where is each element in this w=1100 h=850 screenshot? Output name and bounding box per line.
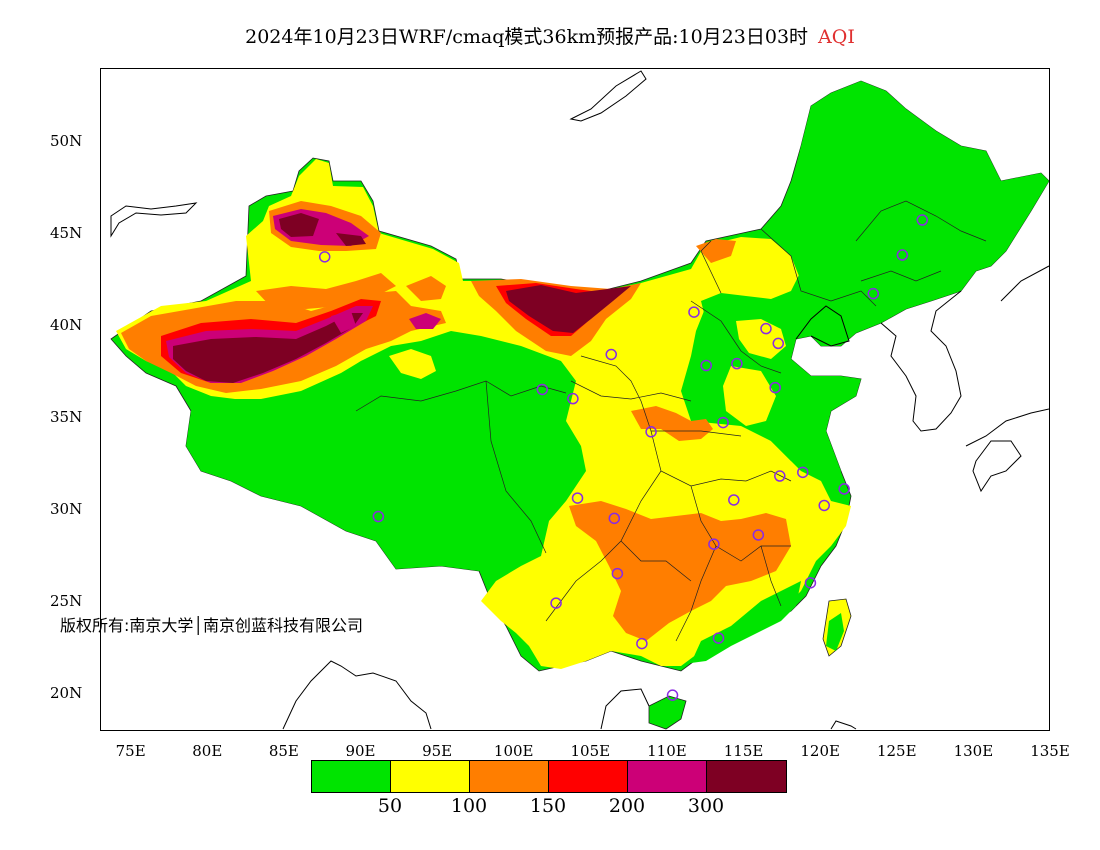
lat-tick-label: 50N bbox=[50, 131, 83, 150]
region-very-unhealthy-hexi bbox=[409, 313, 441, 329]
lake-balkhash bbox=[110, 202, 198, 238]
lon-tick-label: 95E bbox=[422, 742, 453, 760]
lon-tick-label: 120E bbox=[800, 742, 840, 760]
station-marker-beijing bbox=[760, 322, 772, 335]
lon-tick-label: 80E bbox=[192, 742, 223, 760]
lat-tick-label: 30N bbox=[50, 500, 83, 518]
station-marker-chengdu bbox=[571, 492, 584, 504]
station-marker-zhengzhou bbox=[717, 416, 729, 429]
region-sensitive-hulun bbox=[696, 239, 736, 263]
lat-tick-label: 45N bbox=[50, 223, 83, 242]
lat-tick-label: 35N bbox=[50, 407, 83, 426]
lat-tick-label: 25N bbox=[50, 592, 83, 611]
title-product: AQI bbox=[818, 26, 855, 48]
legend-swatch bbox=[470, 761, 549, 792]
region-good-tibet bbox=[186, 333, 581, 571]
region-moderate-shandong bbox=[723, 366, 776, 426]
station-marker-fuzhou bbox=[804, 577, 817, 589]
station-marker-hefei bbox=[774, 470, 786, 482]
legend-label: 200 bbox=[608, 795, 646, 817]
station-marker-nanjing bbox=[797, 466, 809, 479]
region-moderate-beijing bbox=[736, 319, 786, 359]
region-sensitive-shanxi bbox=[631, 406, 713, 441]
legend-swatch bbox=[628, 761, 707, 792]
region-hazardous-junggar bbox=[279, 213, 319, 237]
region-hazardous-gobi bbox=[506, 285, 631, 333]
coastline-japan bbox=[965, 265, 1049, 493]
region-sensitive-hexi bbox=[406, 276, 446, 301]
map-frame bbox=[100, 68, 1050, 731]
region-sensitive-central bbox=[569, 501, 791, 641]
station-marker-kunming bbox=[550, 597, 562, 609]
aqi-legend bbox=[311, 760, 787, 793]
legend-swatch bbox=[391, 761, 470, 792]
island-taiwan-green bbox=[826, 613, 844, 651]
aqi-map bbox=[110, 70, 1049, 730]
coastline-indochina bbox=[600, 688, 857, 730]
station-marker-nanning bbox=[636, 637, 648, 650]
station-marker-yinchuan bbox=[605, 348, 617, 361]
region-good-north bbox=[701, 81, 1049, 481]
station-marker-guangzhou bbox=[712, 632, 725, 644]
lon-tick-label: 75E bbox=[115, 742, 146, 760]
station-marker-guiyang bbox=[611, 567, 624, 580]
island-hainan bbox=[648, 695, 687, 730]
lon-tick-label: 110E bbox=[647, 742, 687, 760]
lon-tick-label: 105E bbox=[570, 742, 611, 760]
station-marker-shenyang bbox=[867, 287, 880, 300]
station-marker-hohhot bbox=[688, 306, 700, 318]
legend-label: 100 bbox=[450, 795, 488, 817]
coastline-bohai bbox=[795, 305, 850, 347]
station-marker-hangzhou bbox=[818, 499, 830, 512]
station-marker-lhasa bbox=[372, 510, 385, 523]
station-marker-changsha bbox=[708, 538, 720, 550]
station-marker-shanghai bbox=[838, 483, 850, 495]
legend-swatch bbox=[707, 761, 786, 792]
station-marker-lanzhou bbox=[567, 392, 579, 405]
coastline-southasia bbox=[282, 660, 432, 730]
province-boundaries bbox=[355, 200, 987, 642]
station-marker-haikou bbox=[666, 689, 679, 701]
station-marker-changchun bbox=[896, 249, 909, 261]
station-marker-taiyuan bbox=[700, 359, 712, 372]
station-marker-urumqi bbox=[318, 251, 331, 263]
station-marker-harbin bbox=[916, 214, 929, 226]
station-marker-jinan bbox=[769, 381, 781, 394]
lon-tick-label: 135E bbox=[1030, 742, 1070, 760]
station-marker-shijiazhuang bbox=[731, 357, 743, 370]
lat-tick-label: 40N bbox=[50, 315, 83, 334]
legend-label: 150 bbox=[529, 795, 567, 817]
station-marker-xining bbox=[536, 383, 549, 396]
lat-tick-label: 20N bbox=[50, 684, 83, 703]
station-markers bbox=[318, 214, 929, 701]
legend-label: 50 bbox=[377, 795, 403, 817]
legend-swatch bbox=[312, 761, 391, 792]
station-marker-wuhan bbox=[728, 494, 740, 506]
coastline-korea bbox=[880, 290, 962, 432]
station-marker-chongqing bbox=[608, 512, 621, 525]
copyright-notice: 版权所有:南京大学│南京创蓝科技有限公司 bbox=[60, 616, 364, 635]
lon-tick-label: 90E bbox=[345, 742, 376, 760]
region-hazardous-junggar-east bbox=[336, 233, 366, 246]
station-marker-tianjin bbox=[772, 337, 785, 350]
legend-label: 300 bbox=[687, 795, 725, 817]
legend-swatch bbox=[549, 761, 628, 792]
region-moderate-qinghai-blob bbox=[389, 349, 436, 379]
region-very-unhealthy-lop bbox=[331, 311, 356, 333]
station-marker-xian bbox=[645, 426, 657, 438]
map-title: 2024年10月23日WRF/cmaq模式36km预报产品:10月23日03时 A… bbox=[0, 22, 1100, 49]
station-marker-nanchang bbox=[752, 529, 765, 541]
lon-tick-label: 125E bbox=[876, 742, 917, 760]
lon-tick-label: 100E bbox=[493, 742, 534, 760]
region-hazardous-taklamakan bbox=[173, 313, 363, 383]
lake-baikal bbox=[569, 70, 647, 122]
lon-tick-label: 130E bbox=[953, 742, 994, 760]
lon-tick-label: 85E bbox=[268, 742, 299, 760]
lon-tick-label: 115E bbox=[723, 742, 764, 760]
title-main: 2024年10月23日WRF/cmaq模式36km预报产品:10月23日03时 bbox=[245, 26, 809, 48]
